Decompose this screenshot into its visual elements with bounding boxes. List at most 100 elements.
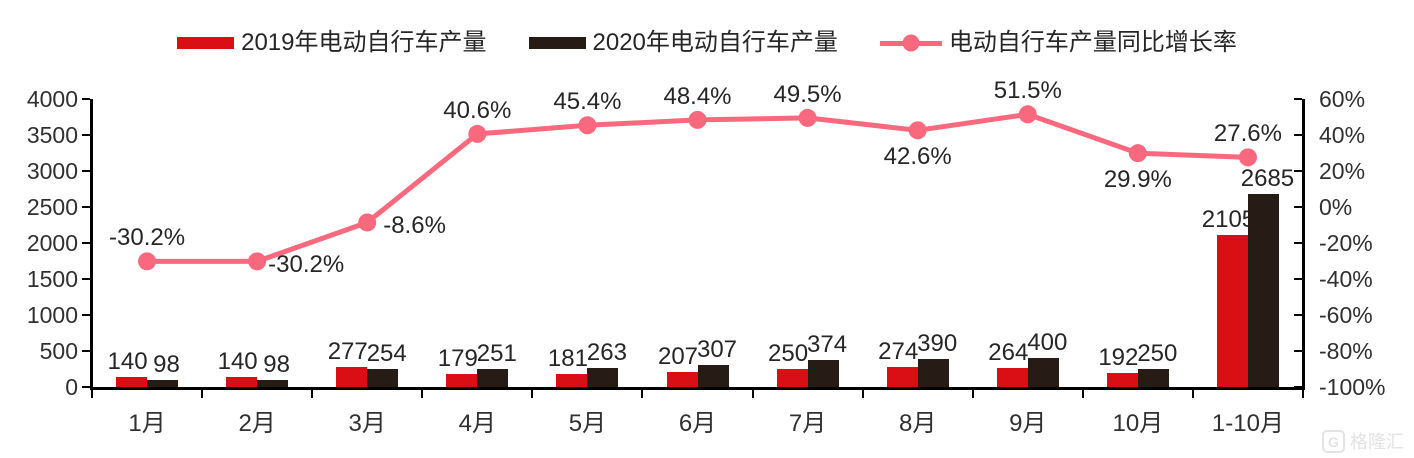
bar-value-label: 390	[917, 329, 958, 357]
growth-point-label: 45.4%	[553, 88, 622, 116]
bar-value-label: 2685	[1240, 164, 1295, 192]
x-axis-tick	[751, 390, 754, 398]
x-axis-category-label: 8月	[898, 410, 937, 437]
x-axis-tick	[201, 390, 204, 398]
x-axis-tick	[1081, 390, 1084, 398]
bar-value-label: 254	[366, 339, 407, 367]
right-axis-tick	[1294, 242, 1302, 244]
left-axis-tick-label: 3500	[26, 122, 78, 148]
bar-value-label: 307	[696, 335, 738, 363]
bar-value-label: 251	[476, 339, 517, 367]
legend-line-marker	[902, 34, 920, 52]
bar-2020	[1247, 193, 1279, 387]
growth-point-marker	[468, 124, 487, 143]
left-axis-tick	[82, 242, 90, 244]
x-axis-category-label: 1-10月	[1211, 410, 1284, 437]
growth-point-marker	[1128, 144, 1147, 163]
bar-value-label: 250	[1137, 340, 1178, 367]
bar-value-label: 374	[807, 331, 848, 359]
growth-point-label: 42.6%	[883, 143, 952, 171]
x-axis-category-label: 7月	[788, 410, 827, 437]
right-axis-tick	[1294, 134, 1302, 136]
bar-2020	[477, 368, 509, 387]
legend-label: 电动自行车产量同比增长率	[948, 29, 1237, 56]
bar-value-label: 274	[878, 338, 919, 366]
growth-point-label: -30.2%	[109, 224, 186, 252]
bar-value-label: 400	[1027, 329, 1068, 357]
bar-2019	[1106, 373, 1138, 387]
right-axis-tick-label: 60%	[1319, 86, 1366, 112]
left-axis-tick	[82, 98, 90, 100]
bar-value-label: 98	[153, 350, 180, 378]
legend-line-swatch-icon	[879, 34, 942, 53]
bar-value-label: 264	[988, 338, 1029, 366]
bar-2019	[996, 367, 1028, 387]
bar-value-label: 98	[263, 350, 290, 378]
growth-line	[147, 111, 1249, 264]
x-axis-tick	[531, 390, 534, 398]
right-axis-tick-label: -100%	[1319, 374, 1386, 400]
right-axis-tick	[1294, 278, 1302, 280]
x-axis-tick	[861, 390, 864, 398]
bar-2019	[226, 376, 258, 387]
growth-point-marker	[138, 252, 157, 271]
bar-value-label: 250	[768, 340, 809, 367]
growth-point-marker	[248, 252, 267, 271]
x-axis-category-label: 6月	[678, 410, 717, 437]
legend-item: 2019年电动自行车产量	[177, 30, 487, 56]
right-axis-tick	[1294, 98, 1302, 100]
x-axis-category-label: 5月	[568, 410, 607, 437]
bar-value-label: 263	[586, 339, 627, 367]
x-axis-category-label: 2月	[238, 410, 276, 437]
bar-value-label: 192	[1098, 344, 1139, 372]
bar-value-label: 140	[217, 347, 258, 375]
bar-2020	[917, 358, 949, 387]
right-axis-tick-label: -40%	[1319, 266, 1373, 292]
left-axis-tick-label: 2000	[26, 230, 78, 256]
growth-point-label: 40.6%	[443, 96, 512, 124]
x-axis-tick	[421, 390, 424, 398]
legend-bar-swatch-icon	[528, 37, 586, 49]
right-axis-tick	[1294, 170, 1302, 172]
x-axis-tick	[91, 390, 93, 398]
right-axis-tick	[1294, 350, 1302, 352]
legend: 2019年电动自行车产量 2020年电动自行车产量 电动自行车产量同比增长率	[0, 30, 1414, 56]
watermark-brand: 格隆汇	[1350, 431, 1404, 452]
right-axis-line	[1302, 99, 1305, 390]
left-axis-tick	[82, 170, 90, 172]
bar-2020	[257, 379, 289, 387]
right-axis-tick-label: 20%	[1319, 158, 1366, 184]
right-axis-tick-label: 40%	[1319, 122, 1366, 148]
bar-2019	[116, 376, 148, 387]
growth-point-marker	[908, 121, 927, 140]
growth-point-marker	[358, 213, 377, 232]
x-axis-tick	[311, 390, 314, 398]
right-axis-tick-label: -80%	[1319, 338, 1373, 364]
growth-point-marker	[688, 110, 707, 129]
left-axis-tick	[82, 386, 90, 388]
legend-label: 2020年电动自行车产量	[592, 29, 838, 56]
growth-point-label: 29.9%	[1103, 166, 1172, 194]
bar-value-label: 181	[547, 344, 588, 372]
left-axis-tick-label: 1500	[26, 266, 78, 292]
growth-point-marker	[1018, 105, 1037, 124]
bar-2020	[697, 364, 729, 387]
bar-2019	[1216, 235, 1248, 387]
growth-point-label: 27.6%	[1213, 120, 1282, 148]
growth-point-label: 49.5%	[773, 80, 842, 108]
left-axis-tick-label: 2500	[26, 194, 78, 220]
right-axis-tick	[1294, 386, 1302, 388]
bar-2019	[556, 373, 588, 387]
growth-point-label: -8.6%	[383, 212, 446, 240]
left-axis-tick-label: 4000	[26, 86, 78, 112]
left-axis-tick	[82, 134, 90, 136]
bar-2020	[1137, 369, 1169, 387]
legend-bar-swatch-icon	[177, 37, 235, 49]
bar-2020	[367, 368, 399, 387]
x-axis-tick	[971, 390, 974, 398]
growth-point-label: -30.2%	[268, 251, 345, 279]
bar-2019	[446, 374, 478, 387]
left-axis-tick-label: 0	[65, 374, 78, 400]
right-axis-tick	[1294, 206, 1302, 208]
